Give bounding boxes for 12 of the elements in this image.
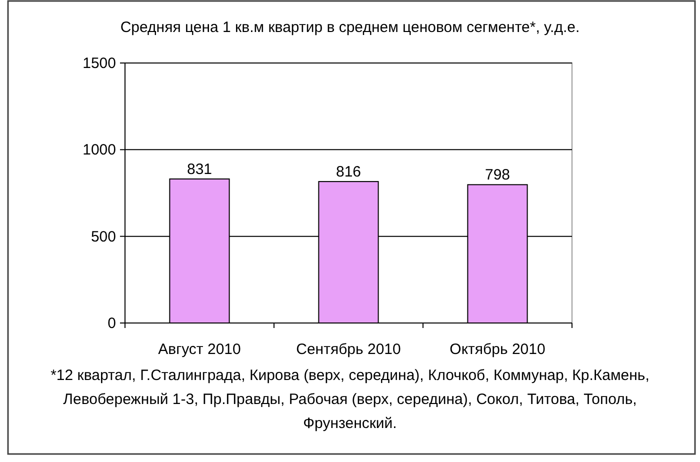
- y-tick-label: 1000: [82, 142, 116, 159]
- data-label: 816: [336, 164, 362, 181]
- y-tick-label: 500: [90, 228, 116, 246]
- text: *12 квартал, Г.Сталинграда, Кирова (верх, середина), Клочкоб, Коммунар, Кр.Камень, Левобережный 1-3, Пр.Правды, Рабочая (верх, середина), Сокол, Титова, Тополь, Фрунзенский.: [50, 367, 650, 432]
- x-tick-label: Сентябрь 2010: [296, 341, 401, 358]
- y-tick-label: 1500: [82, 55, 116, 72]
- x-tick-label: Август 2010: [158, 341, 241, 358]
- chart-title: Средняя цена 1 кв.м квартир в среднем ценовом сегменте*, у.д.е.: [120, 19, 580, 36]
- x-tick-label: Октябрь 2010: [450, 341, 546, 358]
- y-tick-label: 0: [108, 315, 116, 332]
- data-label: 798: [484, 166, 510, 184]
- data-label: 831: [186, 160, 212, 178]
